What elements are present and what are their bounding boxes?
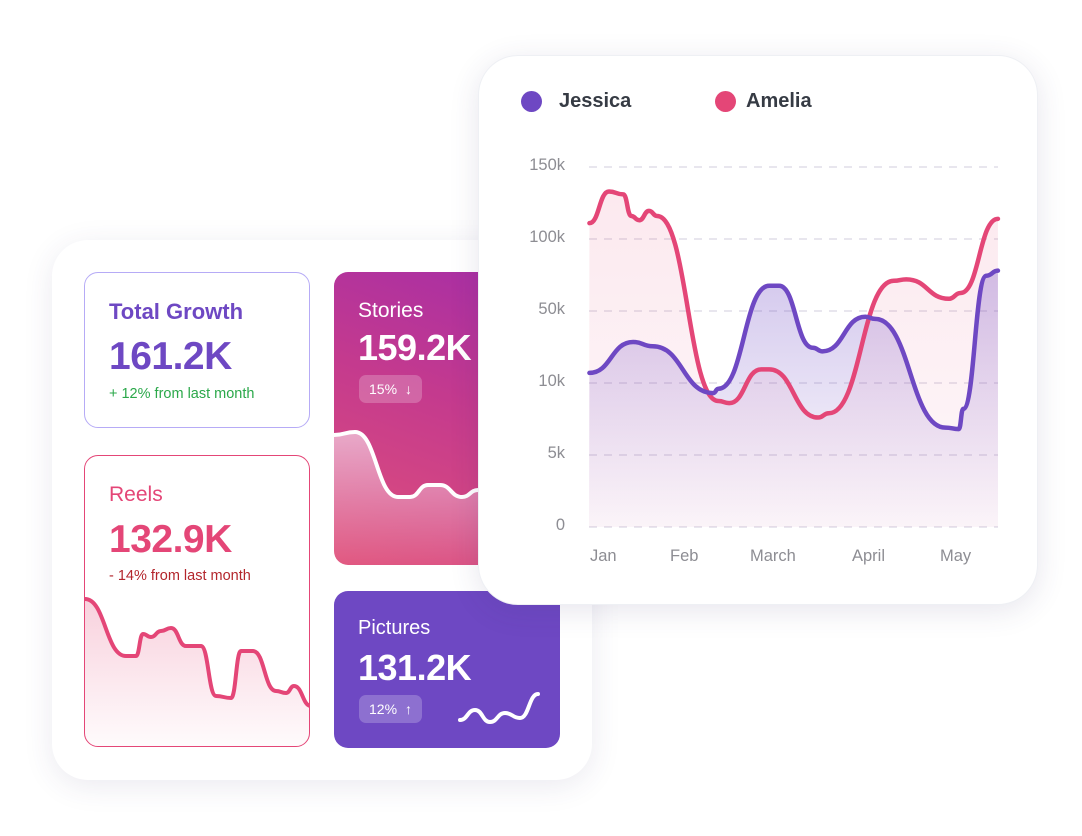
y-tick-label: 150k <box>529 156 565 174</box>
total-growth-card[interactable]: Total Growth 161.2K + 12% from last mont… <box>84 272 310 428</box>
y-tick-label: 50k <box>538 300 565 318</box>
card-title: Total Growth <box>109 299 244 324</box>
badge-value: 15% <box>369 381 398 397</box>
x-tick-label: Jan <box>590 547 617 565</box>
legend-item-amelia[interactable]: Amelia <box>715 90 812 113</box>
pictures-card[interactable]: Pictures 131.2K 12% ↑ <box>334 591 560 748</box>
card-value: 161.2K <box>109 335 232 378</box>
legend-label: Jessica <box>559 90 632 112</box>
comparison-chart-card: Jessica Amelia 0 5k 10k 50k 100k 150k Jan Feb M… <box>478 55 1038 605</box>
pictures-sparkline <box>458 692 540 725</box>
y-tick-label: 10k <box>538 372 565 390</box>
legend-dot-icon <box>715 91 736 112</box>
reels-card[interactable]: Reels 132.9K - 14% from last month <box>84 455 310 747</box>
legend-label: Amelia <box>746 90 812 112</box>
arrow-up-icon: ↑ <box>405 701 413 717</box>
x-tick-label: May <box>940 547 972 565</box>
stories-badge: 15% ↓ <box>359 375 423 403</box>
card-change: - 14% from last month <box>109 568 251 584</box>
line-jessica <box>587 268 1001 432</box>
y-tick-label: 0 <box>555 516 565 534</box>
pictures-badge: 12% ↑ <box>359 695 423 723</box>
card-title: Stories <box>358 299 424 322</box>
sparkline-line <box>85 597 309 708</box>
legend-item-jessica[interactable]: Jessica <box>521 90 631 113</box>
card-value: 132.9K <box>109 518 232 561</box>
sparkline-area <box>85 599 309 746</box>
card-value: 131.2K <box>358 647 472 688</box>
y-tick-label: 100k <box>529 228 565 246</box>
reels-sparkline <box>85 597 309 746</box>
line-chart <box>587 166 1001 528</box>
line-amelia <box>587 189 1001 420</box>
card-title: Pictures <box>358 617 431 639</box>
area-jessica <box>589 270 998 527</box>
arrow-down-icon: ↓ <box>405 381 413 397</box>
card-change: + 12% from last month <box>109 386 255 402</box>
x-tick-label: Feb <box>670 547 699 565</box>
x-tick-label: March <box>750 547 796 565</box>
legend-dot-icon <box>521 91 542 112</box>
card-title: Reels <box>109 483 163 506</box>
card-value: 159.2K <box>358 327 472 368</box>
sparkline-line <box>334 429 574 500</box>
y-tick-label: 5k <box>547 444 565 462</box>
sparkline-line <box>458 692 540 725</box>
badge-value: 12% <box>369 701 398 717</box>
x-tick-label: April <box>852 547 886 565</box>
